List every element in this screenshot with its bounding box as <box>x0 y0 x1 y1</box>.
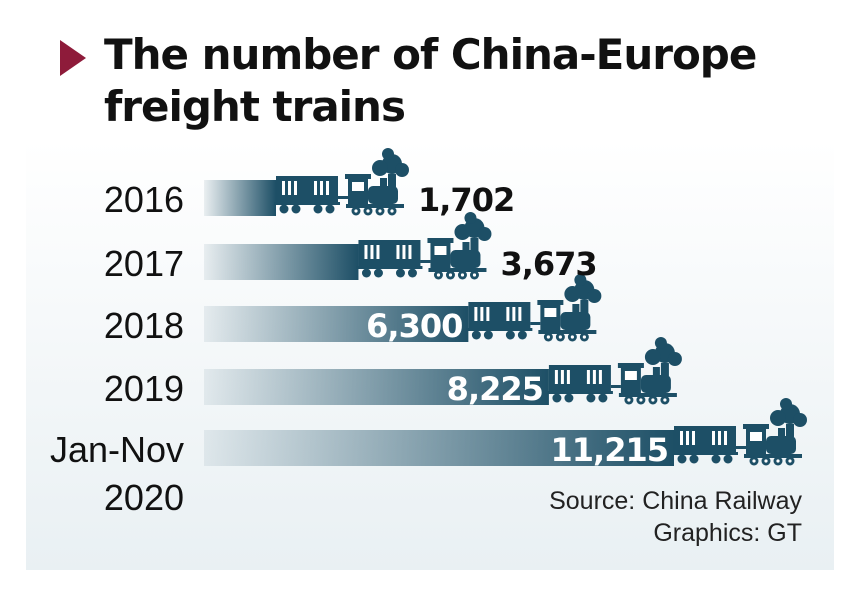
title-arrow-marker <box>60 40 86 76</box>
steam-train-icon <box>672 398 807 466</box>
chart-title-line-2: freight trains <box>104 82 406 131</box>
steam-train-icon <box>356 212 492 280</box>
bar-4 <box>204 369 549 405</box>
value-label-5: 11,215 <box>551 431 668 469</box>
chart-panel <box>26 140 834 570</box>
steam-train-icon <box>466 274 602 342</box>
bar-2 <box>204 244 359 280</box>
steam-train-icon <box>274 148 409 216</box>
value-label-2: 3,673 <box>500 245 596 283</box>
value-label-3: 6,300 <box>366 307 462 345</box>
bar-1 <box>204 180 276 216</box>
steam-train-icon <box>546 337 682 405</box>
bar-5 <box>204 430 674 466</box>
value-label-4: 8,225 <box>447 370 543 408</box>
source-note: Source: China Railway <box>549 487 802 515</box>
category-label-5-line-1: Jan-Nov <box>50 429 184 470</box>
bar-3 <box>204 306 469 342</box>
category-label-3: 2018 <box>104 305 184 346</box>
category-label-4: 2019 <box>104 368 184 409</box>
value-label-1: 1,702 <box>418 181 514 219</box>
category-label-5-line-2: 2020 <box>104 477 184 518</box>
graphics-credit: Graphics: GT <box>653 519 802 547</box>
category-label-2: 2017 <box>104 243 184 284</box>
chart-title-line-1: The number of China-Europe <box>104 30 757 79</box>
category-label-1: 2016 <box>104 179 184 220</box>
